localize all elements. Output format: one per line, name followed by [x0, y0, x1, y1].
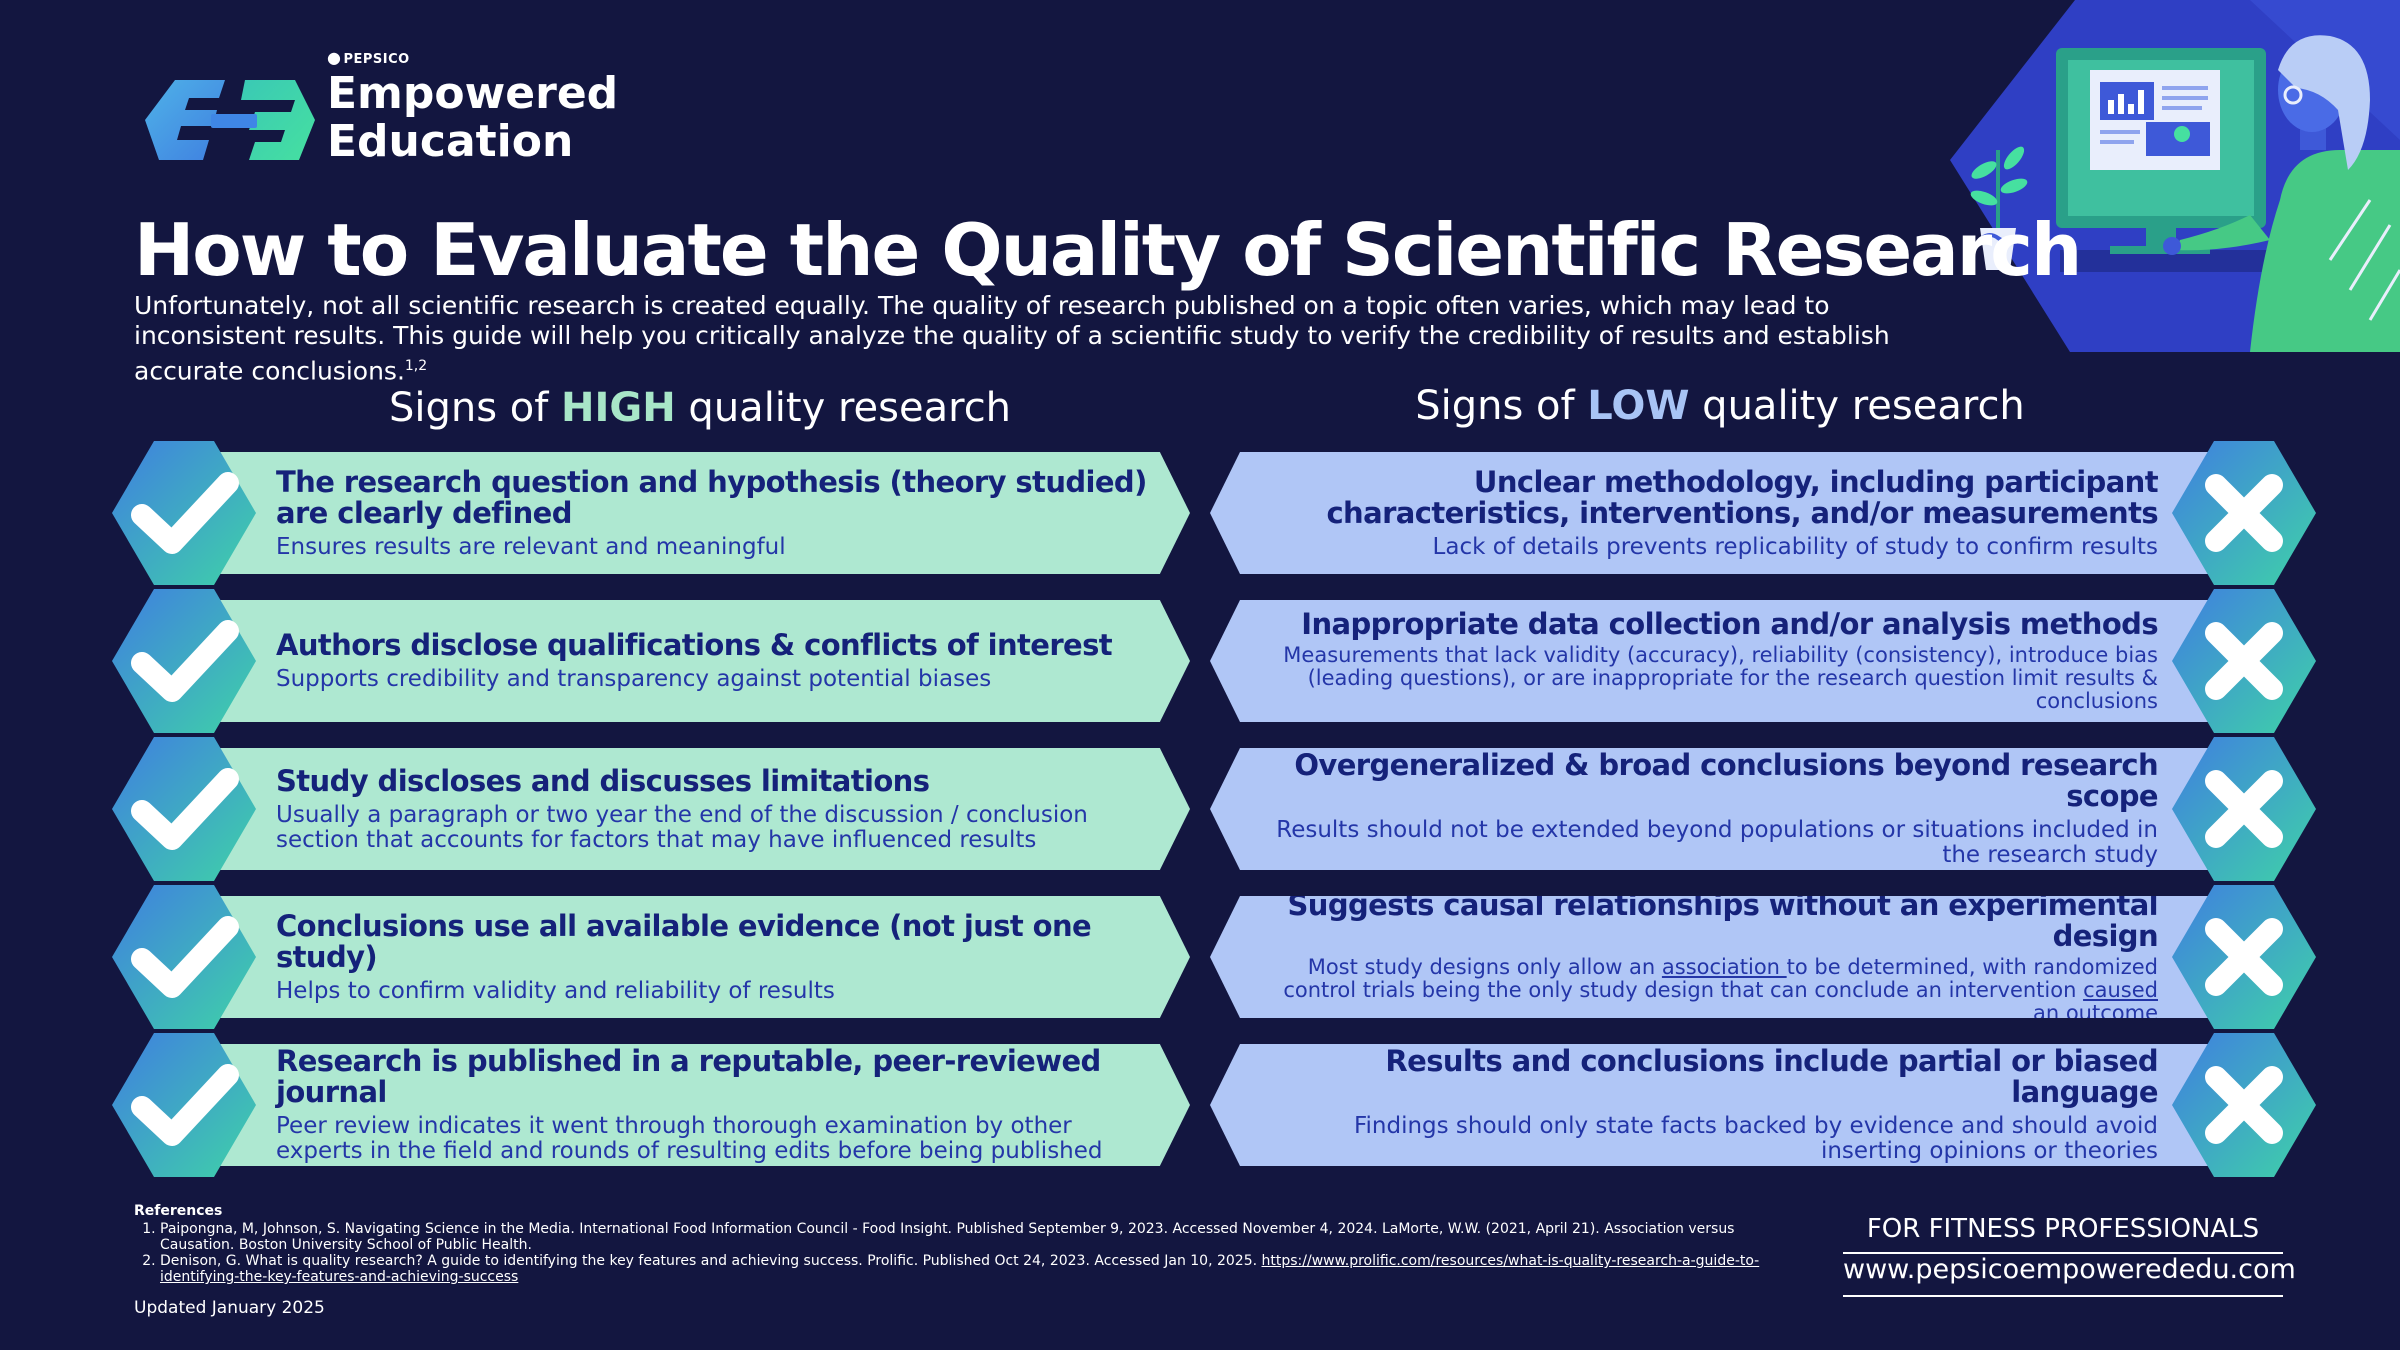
card-title: Study discloses and discusses limitation… [276, 763, 930, 798]
card-title: Overgeneralized & broad conclusions beyo… [1294, 748, 2158, 813]
divider [1843, 1252, 2283, 1254]
check-icon [112, 441, 256, 585]
page-title: How to Evaluate the Quality of Scientifi… [134, 208, 2082, 292]
high-quality-card: Conclusions use all available evidence (… [218, 896, 1190, 1018]
x-icon [2172, 737, 2316, 881]
card-title: Inappropriate data collection and/or ana… [1301, 607, 2158, 641]
card-title: Authors disclose qualifications & confli… [276, 628, 1113, 662]
check-icon [112, 737, 256, 881]
intro-references: 1,2 [404, 358, 428, 374]
x-icon [2172, 885, 2316, 1029]
card-description: Helps to confirm validity and reliabilit… [276, 977, 835, 1004]
low-quality-heading: Signs of LOW quality research [1415, 383, 2025, 429]
reference-link[interactable]: https://www.prolific.com/resources/what-… [160, 1253, 1760, 1285]
card-description: Ensures results are relevant and meaning… [276, 533, 786, 560]
card-title: Suggests causal relationships without an… [1287, 887, 2158, 953]
updated-date: Updated January 2025 [134, 1298, 325, 1318]
card-title: Research is published in a reputable, pe… [276, 1044, 1101, 1109]
card-description: Lack of details prevents replicability o… [1432, 533, 2158, 560]
check-icon [112, 589, 256, 733]
card-title: Conclusions use all available evidence (… [276, 908, 1092, 974]
high-quality-card: Research is published in a reputable, pe… [218, 1044, 1190, 1166]
high-quality-card: Study discloses and discusses limitation… [218, 748, 1190, 870]
low-quality-card: Suggests causal relationships without an… [1210, 896, 2210, 1018]
empowered-education-logo-icon [145, 80, 315, 160]
audience-label: FOR FITNESS PROFESSIONALS [1866, 1214, 2260, 1244]
x-icon [2172, 589, 2316, 733]
high-quality-card: Authors disclose qualifications & confli… [218, 600, 1190, 722]
card-description: Usually a paragraph or two year the end … [276, 801, 1088, 853]
card-description: Peer review indicates it went through th… [276, 1113, 1103, 1164]
x-icon [2172, 1033, 2316, 1177]
website-link[interactable]: www.pepsicoempowerededu.com [1843, 1254, 2296, 1285]
check-icon [112, 1033, 256, 1177]
x-icon [2172, 441, 2316, 585]
card-description: Findings should only state facts backed … [1353, 1113, 2158, 1164]
reference-item: Paipongna, M, Johnson, S. Navigating Sci… [160, 1221, 1774, 1253]
high-quality-heading: Signs of HIGH quality research [388, 385, 1012, 431]
low-quality-card: Overgeneralized & broad conclusions beyo… [1210, 748, 2210, 870]
brand-name: Empowered Education [327, 68, 619, 167]
reference-item: Denison, G. What is quality research? A … [160, 1253, 1774, 1285]
card-title: Results and conclusions include partial … [1385, 1044, 2158, 1109]
intro-paragraph: Unfortunately, not all scientific resear… [134, 291, 1890, 386]
card-description: Supports credibility and transparency ag… [276, 666, 992, 692]
high-quality-card: The research question and hypothesis (th… [218, 452, 1190, 574]
pepsico-wordmark: ● PEPSICO [327, 48, 410, 67]
caused-term: caused [2083, 977, 2158, 1002]
association-term: association [1661, 954, 1787, 979]
card-title: The research question and hypothesis (th… [276, 464, 1147, 530]
references-heading: References [134, 1203, 223, 1219]
low-quality-card: Inappropriate data collection and/or ana… [1210, 600, 2210, 722]
divider [1843, 1295, 2283, 1297]
low-quality-card: Unclear methodology, including participa… [1210, 452, 2210, 574]
card-description: Most study designs only allow an associa… [1283, 954, 2158, 1025]
card-description: Results should not be extended beyond po… [1276, 817, 2158, 868]
low-quality-card: Results and conclusions include partial … [1210, 1044, 2210, 1166]
card-description: Measurements that lack validity (accurac… [1283, 643, 2158, 713]
researcher-computer-illustration [1950, 0, 2400, 352]
card-title: Unclear methodology, including participa… [1326, 464, 2158, 530]
check-icon [112, 885, 256, 1029]
references: References Paipongna, M, Johnson, S. Nav… [134, 1203, 1774, 1285]
